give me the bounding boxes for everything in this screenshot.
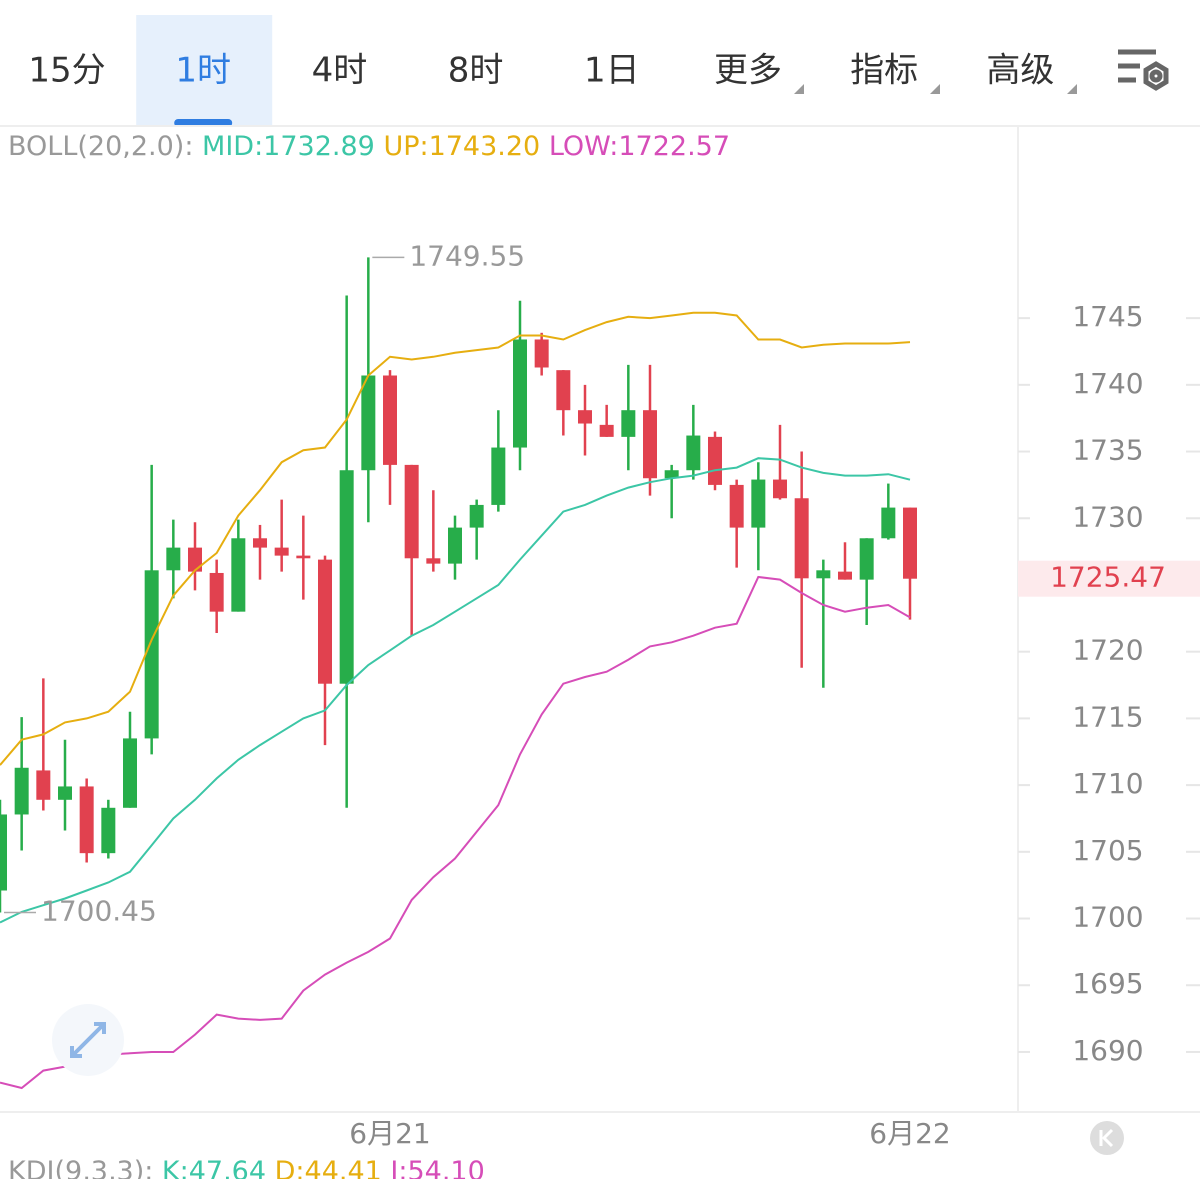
legend-entry: LOW:1722.57: [549, 131, 730, 162]
y-tick-label: 1740: [1072, 367, 1143, 400]
y-tick-label: 1745: [1072, 300, 1143, 333]
dropdown-triangles: [794, 84, 1077, 94]
y-tick-label: 1695: [1072, 967, 1143, 1000]
plot: 1690169517001705171017151720172517301735…: [0, 239, 1200, 1150]
y-tick-label: 1715: [1072, 700, 1143, 733]
tab-bar: 15分 1时 4时 8时 1日 更多 指标 高级: [28, 15, 1054, 127]
y-tick-label: 1730: [1072, 500, 1143, 533]
y-tick-label: 1700: [1072, 901, 1143, 934]
candle-body: [773, 479, 787, 499]
candle-body: [144, 570, 159, 739]
candle-body: [123, 738, 137, 808]
candle-body: [166, 547, 181, 571]
tab[interactable]: 15分: [28, 51, 105, 91]
k-icon: [1099, 1128, 1114, 1148]
candle-body: [296, 555, 311, 559]
expand-icon: [70, 1022, 106, 1058]
y-tick-label: 1720: [1072, 634, 1143, 667]
candle-body: [686, 435, 701, 471]
y-tick-label: 1690: [1072, 1034, 1143, 1067]
candle-body: [816, 570, 831, 579]
button-bg: [1090, 1121, 1124, 1155]
min-label: 1700.45: [41, 895, 157, 928]
tab[interactable]: 更多: [714, 51, 782, 91]
legend-entry: UP:1743.20: [383, 131, 540, 162]
candle-body: [469, 504, 484, 528]
candle-body: [383, 375, 397, 465]
candle-body: [404, 464, 419, 559]
settings-icon[interactable]: [1118, 49, 1169, 91]
candle-body: [36, 770, 51, 800]
candle-body: [643, 410, 657, 479]
tab[interactable]: 1时: [175, 51, 231, 91]
sub-indicator-legend: KDJ(9,3,3): K:47.64 D:44.41 J:54.10: [8, 1156, 485, 1179]
candle-body: [838, 571, 852, 580]
candle-body: [794, 498, 809, 579]
indicator-label: BOLL(20,2.0):: [8, 131, 193, 162]
legend-entry: MID:1732.89: [202, 131, 375, 162]
selected-tab-bg: [136, 15, 273, 126]
candle-body: [188, 547, 202, 572]
candle-body: [231, 538, 246, 612]
candle-body: [751, 479, 766, 528]
y-tick-label: 1735: [1072, 434, 1143, 467]
candle-body: [448, 527, 462, 564]
y-tick-label: 1710: [1072, 767, 1143, 800]
candle-body: [101, 807, 116, 854]
candle-body: [621, 410, 636, 437]
candle-body: [0, 814, 7, 891]
price-label-bg: [1018, 560, 1200, 597]
candle-body: [729, 484, 744, 528]
candle-body: [14, 767, 29, 815]
y-tick-label: 1705: [1072, 834, 1143, 867]
boll-line: [0, 457, 911, 924]
candle-body: [209, 572, 224, 612]
max-label: 1749.55: [409, 239, 525, 272]
x-tick-label: 6月22: [869, 1117, 950, 1150]
boll-line: [0, 575, 911, 1090]
candle-body: [556, 370, 571, 411]
candle-body: [58, 786, 72, 800]
indicator-label: KDJ(9,3,3):: [8, 1156, 153, 1179]
candle-body: [903, 507, 917, 579]
scroll-end-button[interactable]: [1090, 1121, 1124, 1155]
candle-body: [491, 447, 506, 505]
tab[interactable]: 8时: [448, 51, 504, 91]
tab[interactable]: 4时: [312, 51, 368, 91]
candle-body: [881, 507, 896, 539]
indicator-legend: BOLL(20,2.0): MID:1732.89 UP:1743.20 LOW…: [8, 131, 730, 162]
price-label: 1725.47: [1050, 561, 1166, 594]
candle-body: [79, 786, 94, 854]
candle-body: [253, 538, 267, 548]
candle-body: [361, 375, 376, 471]
tab[interactable]: 高级: [986, 51, 1054, 91]
candle-body: [339, 470, 354, 684]
icon-dot: [1149, 69, 1163, 83]
x-tick-label: 6月21: [349, 1117, 430, 1150]
candle-body: [599, 424, 614, 437]
legend-entry: D:44.41: [275, 1156, 382, 1179]
icon-hexagon: [1143, 61, 1169, 91]
candle-body: [664, 470, 679, 479]
boll-line: [0, 311, 911, 766]
candle-body: [534, 339, 549, 368]
tab[interactable]: 1日: [584, 51, 640, 91]
candle-body: [426, 558, 441, 564]
tab[interactable]: 指标: [850, 51, 918, 91]
candle-body: [274, 547, 289, 556]
expand-button[interactable]: [52, 1004, 124, 1076]
candle-body: [513, 339, 527, 448]
candle-body: [859, 538, 874, 580]
legend-entry: J:54.10: [388, 1156, 484, 1179]
legend-entry: K:47.64: [162, 1156, 266, 1179]
candle-body: [578, 410, 592, 424]
candle-body: [318, 559, 332, 684]
candle-body: [708, 436, 722, 485]
